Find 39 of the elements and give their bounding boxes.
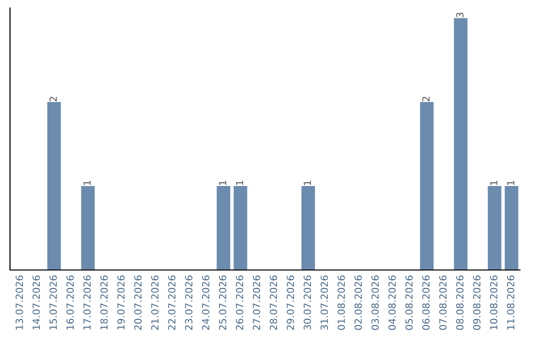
x-tick-label: 13.07.2026 [16, 275, 23, 330]
x-tick-label: 19.07.2026 [117, 275, 125, 330]
data-label: 3 [456, 12, 464, 18]
x-tick-label: 28.07.2026 [270, 275, 278, 330]
data-label: 1 [507, 180, 514, 185]
data-label: 1 [490, 180, 498, 185]
data-label: 2 [50, 96, 57, 102]
data-label: 1 [219, 180, 226, 185]
x-tick-label: 27.07.2026 [252, 275, 260, 330]
x-tick-label: 14.07.2026 [32, 275, 40, 330]
x-tick-label: 18.07.2026 [100, 275, 108, 330]
x-tick-label: 25.07.2026 [218, 275, 226, 330]
x-tick-label: 15.07.2026 [50, 275, 57, 330]
x-tick-label: 17.07.2026 [83, 275, 91, 330]
data-label: 1 [304, 180, 311, 185]
x-tick-label: 05.08.2026 [405, 275, 413, 330]
x-tick-label: 26.07.2026 [236, 275, 244, 330]
x-tick-label: 20.07.2026 [134, 275, 142, 330]
data-label: 1 [236, 180, 244, 185]
x-tick-label: 22.07.2026 [168, 275, 176, 330]
x-tick-label: 06.08.2026 [422, 275, 430, 330]
x-tick-label: 30.07.2026 [304, 275, 312, 330]
x-tick-label: 31.07.2026 [320, 275, 328, 330]
x-tick-label: 16.07.2026 [66, 275, 74, 330]
x-tick-label: 08.08.2026 [456, 275, 464, 330]
x-tick-label: 07.08.2026 [439, 275, 447, 330]
x-tick-label: 21.07.2026 [151, 275, 159, 330]
x-tick-label: 02.08.2026 [354, 275, 362, 330]
data-label: 2 [422, 96, 430, 102]
x-tick-label: 29.07.2026 [286, 275, 294, 330]
data-label: 1 [84, 180, 91, 185]
x-tick-label: 11.08.2026 [506, 275, 514, 330]
x-tick-label: 09.08.2026 [473, 275, 480, 330]
x-tick-label: 23.07.2026 [185, 275, 192, 330]
x-tick-label: 04.08.2026 [388, 275, 396, 330]
x-tick-label: 24.07.2026 [202, 275, 210, 330]
x-tick-label: 03.08.2026 [371, 275, 379, 330]
x-tick-label: 01.08.2026 [338, 275, 345, 330]
x-tick-label: 10.08.2026 [490, 275, 498, 330]
